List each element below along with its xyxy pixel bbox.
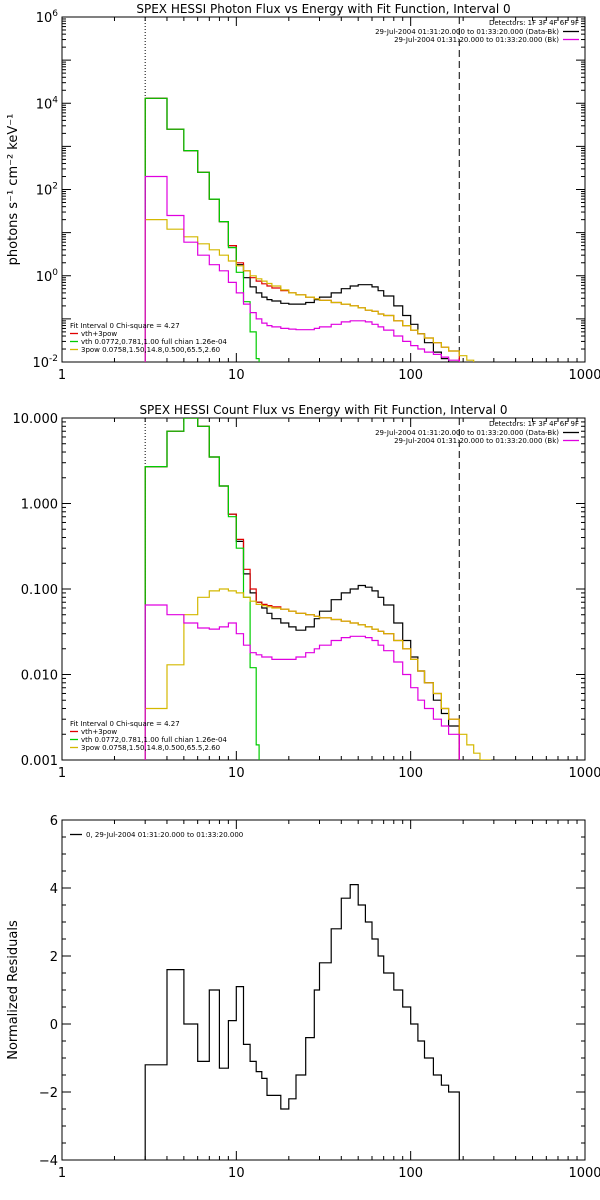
y-tick-label: 104 [36, 95, 59, 112]
y-tick-base: 10 [36, 11, 53, 26]
y-tick-base: 10 [36, 97, 53, 112]
y-tick-label: 0 [50, 1018, 58, 1033]
fit-legend-entry: vth+3pow [81, 728, 117, 736]
residual-legend-entry: 0, 29-Jul-2004 01:31:20.000 to 01:33:20.… [86, 831, 243, 839]
x-tick-label: 1000 [568, 368, 600, 383]
series-line [144, 219, 492, 362]
y-axis-label: Normalized Residuals [6, 920, 21, 1060]
y-tick-exponent: 6 [52, 9, 58, 19]
y-axis-label: photons s⁻¹ cm⁻² keV⁻¹ [6, 114, 21, 266]
time-range-label: 29-Jul-2004 01:31:20.000 to 01:33:20.000… [394, 36, 559, 44]
x-tick-label: 1000 [568, 1166, 600, 1181]
series-line [144, 884, 460, 1160]
x-tick-label: 1 [58, 1166, 66, 1181]
y-tick-base: 10 [36, 184, 53, 199]
fit-legend-entry: 3pow 0.0758,1.50,14.8,0.500,65.5,2.60 [81, 744, 220, 752]
fit-legend-entry: vth 0.0772,0.781,1.00 full chian 1.26e-0… [81, 338, 227, 346]
x-tick-label: 100 [398, 1166, 423, 1181]
plot-frame [61, 819, 586, 1161]
series-line [144, 175, 460, 362]
y-tick-exponent: -2 [49, 354, 58, 364]
y-tick-exponent: 0 [52, 268, 58, 278]
x-tick-label: 100 [398, 766, 423, 781]
x-tick-label: 1000 [568, 766, 600, 781]
x-tick-label: 100 [398, 368, 423, 383]
time-range-label: 29-Jul-2004 01:31:20.000 to 01:33:20.000… [375, 429, 559, 437]
y-tick-base: 10 [36, 270, 53, 285]
y-tick-label: −4 [39, 1154, 58, 1169]
series-line [144, 97, 260, 362]
fit-legend-entry: 3pow 0.0758,1.50,14.8,0.500,65.5,2.60 [81, 346, 220, 354]
x-tick-label: 10 [228, 1166, 245, 1181]
y-tick-base: 10 [32, 356, 49, 371]
fit-legend-entry: vth+3pow [81, 330, 117, 338]
y-tick-label: 0.010 [21, 669, 58, 684]
chart-title: SPEX HESSI Count Flux vs Energy with Fit… [139, 403, 507, 417]
residuals-panel: 1 10 100 1000 −4 −2 0 2 4 6 Normalized Residuals 0,… [6, 814, 600, 1181]
x-tick-label: 1 [58, 368, 66, 383]
y-tick-label: 6 [50, 814, 58, 829]
x-tick-label: 1 [58, 766, 66, 781]
y-tick-label: 1.000 [21, 498, 58, 513]
detectors-label: Detectors: 1F 3F 4F 6F 9F [489, 19, 579, 27]
series-line [144, 97, 460, 362]
y-tick-label: 102 [36, 182, 58, 199]
y-tick-label: 0.100 [21, 583, 58, 598]
plot-frame [61, 417, 586, 761]
y-tick-label: −2 [39, 1086, 58, 1101]
y-tick-label: 10.000 [13, 412, 59, 427]
series-line [144, 97, 460, 362]
count-flux-panel: SPEX HESSI Count Flux vs Energy with Fit… [13, 403, 600, 781]
y-tick-label: 4 [50, 882, 58, 897]
y-tick-label: 106 [36, 9, 59, 26]
fit-legend-entry: vth 0.0772,0.781,1.00 full chian 1.26e-0… [81, 736, 227, 744]
photon-flux-panel: SPEX HESSI Photon Flux vs Energy with Fi… [6, 2, 600, 383]
fit-interval-label: Fit Interval 0 Chi-square = 4.27 [70, 322, 180, 330]
detectors-label: Detectors: 1F 3F 4F 6F 9F [489, 420, 579, 428]
plot-frame [61, 16, 586, 363]
y-tick-exponent: 2 [52, 182, 58, 192]
y-tick-exponent: 4 [52, 95, 58, 105]
time-range-label: 29-Jul-2004 01:31:20.000 to 01:33:20.000… [375, 28, 559, 36]
series-line [144, 418, 460, 760]
chart-title: SPEX HESSI Photon Flux vs Energy with Fi… [136, 2, 510, 16]
y-tick-label: 10-2 [32, 354, 58, 371]
time-range-label: 29-Jul-2004 01:31:20.000 to 01:33:20.000… [394, 437, 559, 445]
x-tick-label: 10 [228, 766, 245, 781]
series-line [144, 418, 460, 760]
y-tick-label: 100 [36, 268, 59, 285]
y-tick-label: 2 [50, 950, 58, 965]
series-line [144, 588, 492, 760]
series-line [144, 418, 260, 760]
fit-interval-label: Fit Interval 0 Chi-square = 4.27 [70, 720, 180, 728]
series-line [144, 604, 460, 760]
y-tick-label: 0.001 [21, 754, 58, 769]
x-tick-label: 10 [228, 368, 245, 383]
